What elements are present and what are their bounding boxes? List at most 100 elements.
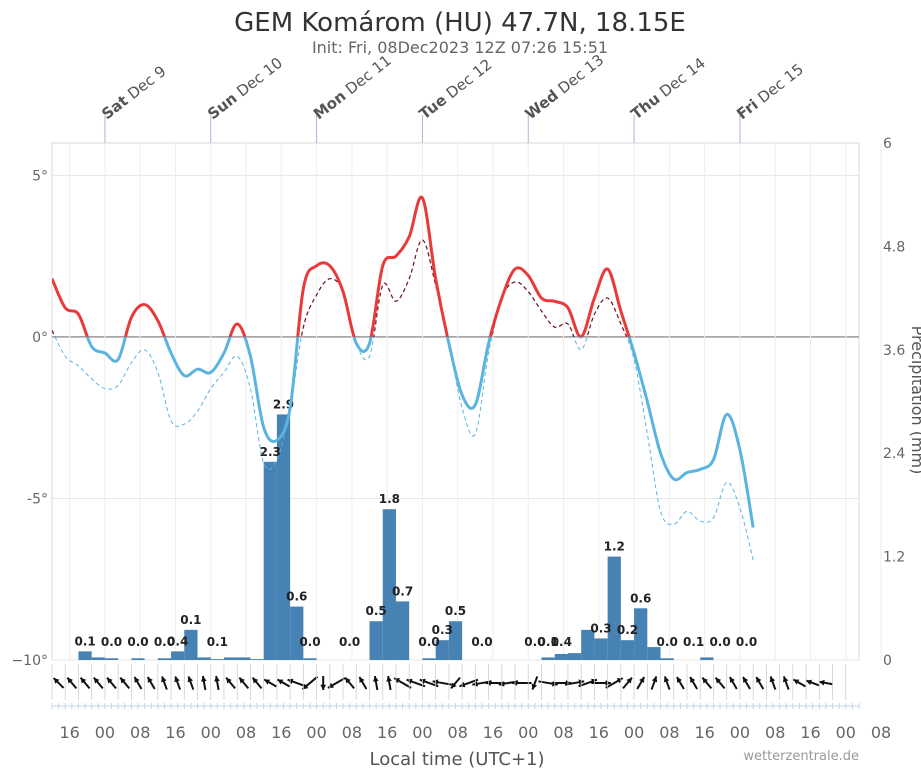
precip-bar <box>700 657 714 660</box>
wind-arrow-head <box>511 680 518 686</box>
precip-data-label: 0.0 <box>418 635 439 649</box>
wind-arrow-head <box>277 679 284 685</box>
chart-title: GEM Komárom (HU) 47.7N, 18.15E <box>234 8 686 38</box>
wind-arrow-head <box>201 676 207 682</box>
wind-arrow-head <box>663 676 670 683</box>
x-axis-label: Local time (UTC+1) <box>369 749 544 768</box>
x-tick-label: 08 <box>342 723 362 742</box>
day-label-date: Dec 14 <box>652 54 709 104</box>
precip-bar <box>567 653 582 660</box>
precip-bar <box>104 658 119 660</box>
wind-arrow-head <box>174 676 180 683</box>
wind-arrow-head <box>320 684 327 690</box>
x-tick-label: 16 <box>800 723 820 742</box>
precip-data-label: 0.1 <box>207 635 228 649</box>
wind-arrow-head <box>819 679 825 686</box>
precip-data-label: 0.0 <box>471 635 492 649</box>
precip-bar <box>422 658 436 660</box>
precip-bar <box>210 659 224 660</box>
day-label: Fri Dec 15 <box>733 60 807 123</box>
x-tick-label: 16 <box>59 723 79 742</box>
precip-data-label: 0.0 <box>709 635 730 649</box>
x-tick-label: 00 <box>306 723 326 742</box>
precip-data-label: 0.1 <box>683 635 704 649</box>
precip-data-label: 0.0 <box>657 635 678 649</box>
precip-bar <box>382 509 396 660</box>
precip-bar <box>554 653 568 660</box>
wind-arrow-head <box>93 677 100 684</box>
precip-bar <box>634 608 648 660</box>
wind-arrow-head <box>53 678 60 684</box>
wind-arrow-head <box>639 676 645 683</box>
precip-bar <box>395 601 410 660</box>
precip-bar <box>647 647 661 660</box>
wind-arrow-head <box>485 680 491 686</box>
precip-bar <box>184 629 198 660</box>
x-tick-label: 16 <box>483 723 503 742</box>
precip-bar <box>91 657 105 660</box>
wind-arrow-head <box>451 682 457 689</box>
wind-arrow-head <box>626 677 632 684</box>
x-tick-label: 08 <box>130 723 150 742</box>
x-tick-label: 16 <box>589 723 609 742</box>
right-tick-label: 6 <box>883 136 892 152</box>
wind-arrow-head <box>605 680 611 686</box>
left-tick-label: 5° <box>32 168 48 184</box>
wind-arrow-head <box>147 676 153 683</box>
day-label: Thu Dec 14 <box>627 54 708 123</box>
precip-data-label: 0.0 <box>339 635 360 649</box>
precip-data-label: 0.0 <box>101 635 122 649</box>
wind-arrow-head <box>756 676 762 683</box>
wind-arrow-head <box>793 679 800 685</box>
left-tick-label: 0° <box>32 330 48 346</box>
left-tick-label: -5° <box>27 491 48 507</box>
x-tick-label: 08 <box>236 723 256 742</box>
precip-bar <box>607 556 621 660</box>
precip-bar <box>131 658 145 660</box>
right-tick-label: 0 <box>883 653 892 669</box>
wind-arrow-head <box>531 683 537 690</box>
precip-bar <box>541 657 555 660</box>
x-tick-label: 00 <box>412 723 432 742</box>
wind-arrow-head <box>264 679 271 685</box>
day-label: Sat Dec 9 <box>98 62 169 123</box>
credit-text: wetterzentrale.de <box>743 749 859 764</box>
precip-data-label: 0.3 <box>590 621 611 635</box>
precip-data-label: 0.5 <box>365 604 386 618</box>
precip-bar <box>303 658 317 660</box>
wind-arrow-head <box>806 679 813 686</box>
right-tick-label: 1.2 <box>883 550 905 566</box>
precip-bar <box>581 629 595 660</box>
wind-arrow-head <box>676 676 683 683</box>
precip-data-label: 0.5 <box>445 604 466 618</box>
precip-data-label: 0.4 <box>167 634 188 648</box>
wind-arrow-head <box>345 677 351 684</box>
precip-data-label: 0.0 <box>299 635 320 649</box>
x-tick-label: 08 <box>871 723 891 742</box>
day-label-date: Dec 15 <box>751 60 808 110</box>
x-tick-label: 00 <box>730 723 750 742</box>
right-tick-label: 2.4 <box>883 446 905 462</box>
x-tick-label: 08 <box>765 723 785 742</box>
precip-data-label: 0.0 <box>524 635 545 649</box>
precip-data-label: 0.1 <box>180 613 201 627</box>
wind-arrow-head <box>80 677 87 684</box>
x-tick-label: 16 <box>694 723 714 742</box>
wind-arrow-head <box>359 676 365 683</box>
wind-arrow-head <box>239 677 245 684</box>
wind-arrow-head <box>702 677 708 684</box>
wind-arrow-head <box>161 676 167 683</box>
wind-arrow-head <box>134 676 140 683</box>
wind-arrow-head <box>743 676 749 683</box>
precip-bar <box>237 657 251 660</box>
precip-bar <box>263 461 277 660</box>
precip-data-label: 0.1 <box>74 634 95 648</box>
wind-arrow-head <box>214 676 220 682</box>
wind-arrow-head <box>651 676 658 683</box>
precip-bar <box>660 658 674 660</box>
left-tick-label: −10° <box>11 653 48 669</box>
precip-data-label: 0.6 <box>286 590 307 604</box>
precip-bar <box>290 606 304 660</box>
chart-subtitle: Init: Fri, 08Dec2023 12Z 07:26 15:51 <box>312 38 608 57</box>
